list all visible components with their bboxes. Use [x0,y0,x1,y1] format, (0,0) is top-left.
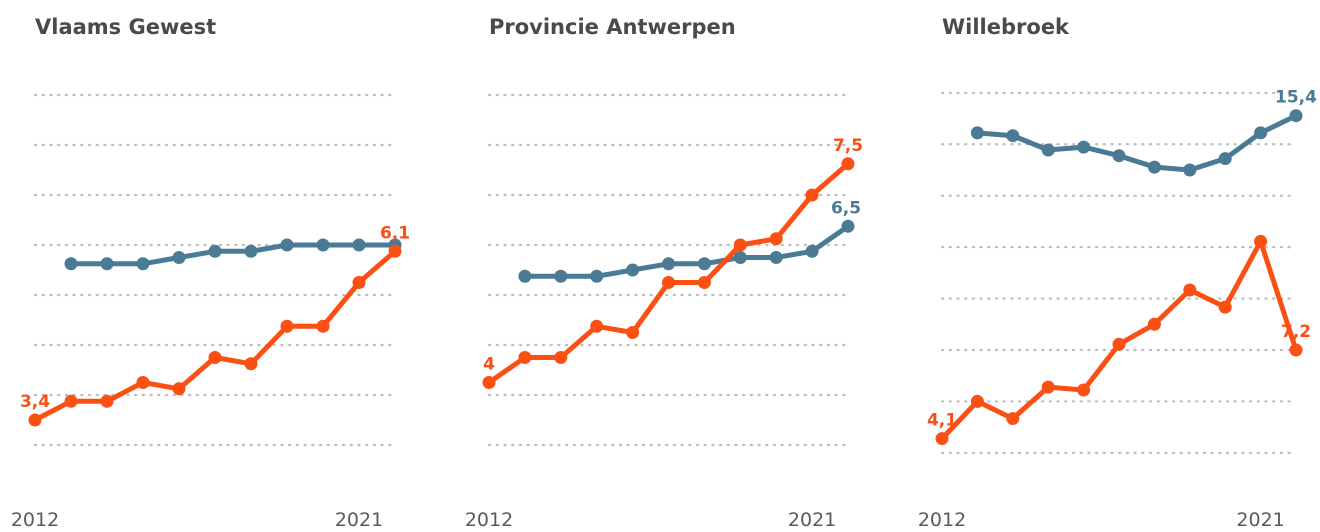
data-point [626,326,640,339]
data-label: 3,4 [20,392,50,412]
series-line [68,242,398,267]
panel-title: Vlaams Gewest [35,15,216,39]
data-point [590,319,604,333]
data-label: 15,4 [1275,88,1317,108]
data-point [1183,163,1197,177]
data-point [136,257,150,271]
data-point [841,219,855,233]
panel-title: Provincie Antwerpen [489,15,736,39]
data-point [1077,383,1091,397]
data-point [626,263,640,277]
x-tick-label: 2012 [918,509,966,531]
series [64,238,402,271]
data-label: 7,5 [833,136,863,156]
series-line [522,223,851,279]
chart-panel-willebroek: Willebroek 2012 2021 15,4 4,1 7,2 [918,15,1317,531]
data-point [100,257,114,271]
chart-panel-vlaams-gewest: Vlaams Gewest 2012 2021 3,4 6,1 [11,15,410,531]
data-point [1147,160,1161,174]
series-line [974,113,1299,173]
data-label: 6,1 [380,223,410,243]
data-point [935,432,949,446]
data-point [208,351,222,364]
data-point [388,244,402,258]
data-point [590,269,604,283]
data-point [1077,140,1091,154]
data-label: 7,2 [1281,322,1311,342]
data-point [554,269,568,283]
data-point [172,382,186,396]
data-point [733,251,747,264]
series: 15,4 [970,88,1317,177]
data-point [280,319,294,333]
data-point [805,188,819,202]
data-point [482,376,496,389]
data-point [518,351,532,364]
data-point [970,126,984,140]
data-point [64,257,78,271]
data-point [136,376,150,389]
data-label: 4,1 [927,411,957,431]
data-point [970,394,984,408]
data-point [316,238,330,252]
data-point [208,244,222,258]
data-label: 4 [483,355,495,375]
x-tick-label: 2021 [335,509,383,531]
data-point [1006,412,1020,426]
series: 3,4 6,1 [20,223,410,427]
data-point [1289,343,1303,357]
data-point [1041,380,1055,394]
data-point [1218,152,1232,166]
data-point [244,357,258,371]
data-point [1041,143,1055,157]
x-tick-label: 2012 [465,509,513,531]
data-point [28,413,42,427]
data-point [733,238,747,252]
data-point [1006,129,1020,143]
data-point [100,394,114,408]
x-tick-label: 2012 [11,509,59,531]
data-point [1254,234,1268,248]
x-tick-label: 2021 [788,509,836,531]
data-point [697,276,711,289]
data-point [1254,126,1268,140]
series: 4,1 7,2 [927,234,1311,446]
data-point [352,238,366,252]
data-point [1147,317,1161,331]
data-point [841,157,855,171]
data-point [352,276,366,289]
x-tick-label: 2021 [1236,509,1284,531]
data-point [1112,149,1126,163]
data-point [662,257,675,271]
panel-title: Willebroek [942,15,1070,39]
data-point [1112,337,1126,351]
data-point [172,251,186,264]
series: 6,5 [518,198,861,283]
data-point [662,276,675,289]
data-point [769,251,783,264]
data-point [554,351,568,364]
data-point [1289,109,1303,123]
data-point [316,319,330,333]
data-point [280,238,294,252]
data-point [244,244,258,258]
data-point [769,232,783,246]
data-point [518,269,532,283]
data-point [1218,300,1232,314]
data-point [697,257,711,271]
series: 47,5 [482,136,863,389]
data-point [64,394,78,408]
series-line [486,161,851,385]
data-label: 6,5 [831,198,861,218]
data-point [1183,283,1197,297]
data-point [805,244,819,258]
